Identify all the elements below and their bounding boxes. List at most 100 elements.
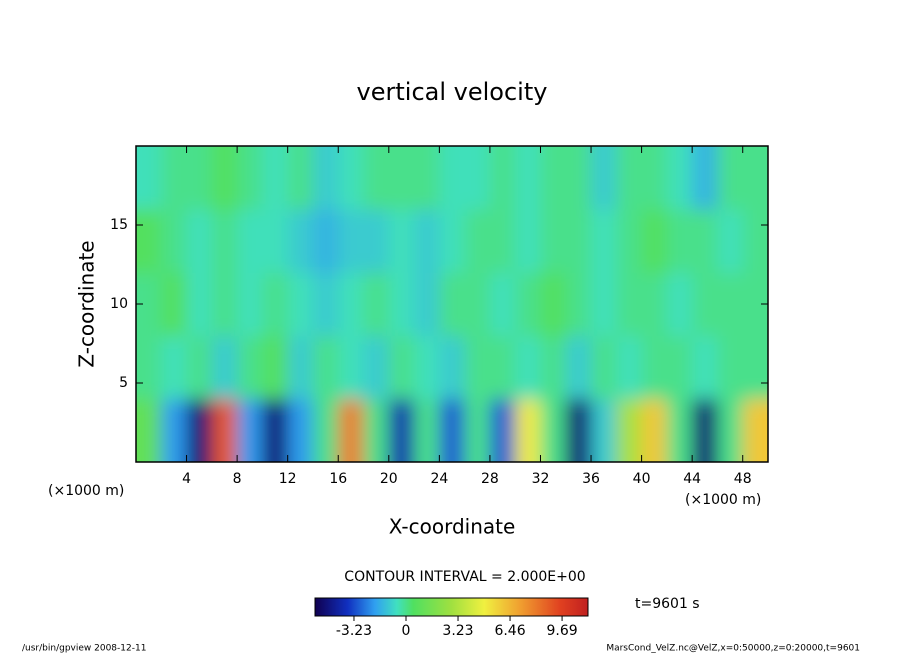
field-cell [616,209,643,273]
field-cell [616,146,643,210]
field-cell [363,272,390,337]
field-cell [489,398,516,462]
field-cell [692,272,718,337]
field-cell [515,398,541,462]
field-cell [237,335,263,400]
field-cell [388,209,415,273]
field-cell [237,398,263,462]
field-cell [211,272,238,337]
field-cell [489,146,516,210]
field-cell [211,398,238,462]
field-cell [565,272,592,337]
field-cell [565,146,592,210]
field-cell [616,272,643,337]
field-cell [414,209,440,273]
x-unit-label: (×1000 m) [685,492,761,508]
field-cell [692,146,718,210]
field-cell [186,398,213,462]
field-cell [287,335,314,400]
x-axis-label: X-coordinate [389,515,516,539]
field-cell [136,398,162,462]
x-tick-label: 12 [279,471,297,487]
colorbar-tick-label: 0 [402,623,411,639]
field-cell [161,146,188,210]
field-cell [186,146,213,210]
field-cell [666,335,693,400]
footer-left: /usr/bin/gpview 2008-12-11 [22,644,146,654]
field-cell [237,272,263,337]
field-cell [338,146,365,210]
field-cell [666,272,693,337]
x-tick-label: 44 [683,471,701,487]
field-cell [515,146,541,210]
field-cell [540,398,567,462]
y-axis-label: Z-coordinate [75,240,99,367]
field-cell [641,146,668,210]
field-cell [338,209,365,273]
field-cell [717,272,744,337]
field-cell [161,272,188,337]
colorbar-tick-label: 9.69 [546,623,577,639]
field-cell [136,209,162,273]
field-cell [312,335,339,400]
field-cell [287,272,314,337]
field-cell [161,335,188,400]
field-cell [414,398,440,462]
cells [136,146,768,462]
field-cell [312,398,339,462]
field-cell [464,398,491,462]
field-cell [186,272,213,337]
x-tick-label: 32 [532,471,550,487]
x-tick-label: 16 [329,471,347,487]
field-cell [515,335,541,400]
colorbar-tick-label: 6.46 [494,623,525,639]
field-cell [439,335,466,400]
field-cell [186,209,213,273]
field [136,146,768,462]
field-cell [414,335,440,400]
contour-interval: CONTOUR INTERVAL = 2.000E+00 [344,569,585,585]
field-cell [161,398,188,462]
field-cell [717,398,744,462]
field-cell [489,272,516,337]
field-cell [540,335,567,400]
colorbar [314,597,589,617]
x-unit-label: (×1000 m) [48,483,124,499]
field-cell [464,272,491,337]
field-cell [262,146,289,210]
field-cell [591,272,617,337]
field-cell [717,209,744,273]
y-tick-label: 5 [119,375,128,391]
field-cell [363,335,390,400]
field-cell [262,209,289,273]
time-label: t=9601 s [635,596,700,612]
field-cell [388,335,415,400]
x-tick-label: 48 [734,471,752,487]
x-tick-label: 8 [233,471,242,487]
field-cell [312,272,339,337]
x-tick-label: 40 [633,471,651,487]
field-cell [591,209,617,273]
field-cell [363,209,390,273]
field-cell [186,335,213,400]
field-cell [742,398,768,462]
field-cell [616,398,643,462]
field-cell [540,146,567,210]
field-cell [338,335,365,400]
field-cell [742,146,768,210]
field-cell [717,335,744,400]
field-cell [287,146,314,210]
field-cell [692,209,718,273]
field-cell [591,335,617,400]
field-cell [414,146,440,210]
field-cell [464,146,491,210]
field-cell [388,272,415,337]
field-cell [742,335,768,400]
field-cell [439,398,466,462]
field-cell [692,335,718,400]
field-cell [136,146,162,210]
field-cell [591,146,617,210]
field-cell [641,272,668,337]
field-cell [312,209,339,273]
